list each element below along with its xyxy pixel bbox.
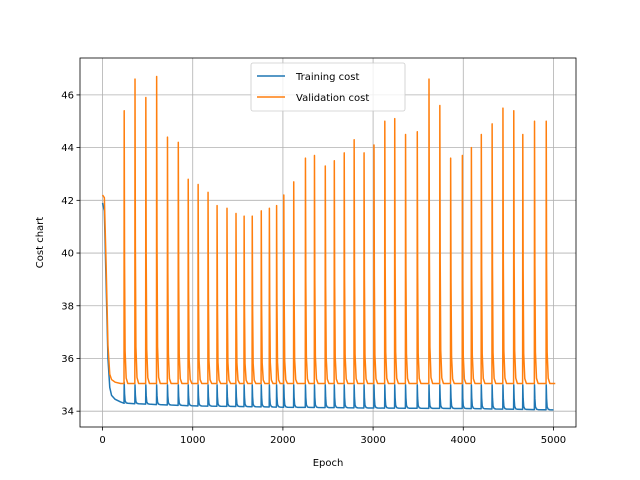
plot-area — [80, 58, 576, 427]
y-tick-label: 46 — [61, 90, 74, 101]
y-tick-label: 34 — [61, 407, 74, 418]
x-tick-label: 3000 — [360, 435, 385, 446]
y-tick-label: 42 — [61, 196, 74, 207]
y-tick-label: 36 — [61, 354, 74, 365]
series-line-validation-cost — [101, 75, 556, 385]
y-tick-label: 40 — [61, 249, 74, 260]
legend-label-validation-cost: Validation cost — [296, 93, 369, 104]
grid-lines — [80, 58, 576, 427]
x-tick-label: 2000 — [270, 435, 295, 446]
x-axis-label: Epoch — [313, 458, 344, 469]
series-lines — [101, 75, 556, 411]
legend-box — [250, 62, 406, 112]
legend-label-training-cost: Training cost — [295, 72, 359, 83]
y-axis-label: Cost chart — [35, 217, 46, 268]
x-axis-ticks: 0 1000 2000 3000 4000 5000 — [99, 427, 566, 446]
plot-frame — [79, 57, 577, 428]
series-line-training-cost — [101, 202, 554, 411]
legend: Training cost Validation cost — [250, 62, 406, 112]
y-tick-label: 44 — [61, 143, 74, 154]
x-tick-label: 5000 — [541, 435, 566, 446]
x-tick-label: 1000 — [180, 435, 205, 446]
y-axis-ticks: 34 36 38 40 42 44 46 — [61, 90, 80, 418]
y-tick-label: 38 — [61, 301, 74, 312]
x-tick-label: 0 — [99, 435, 105, 446]
x-tick-label: 4000 — [451, 435, 476, 446]
